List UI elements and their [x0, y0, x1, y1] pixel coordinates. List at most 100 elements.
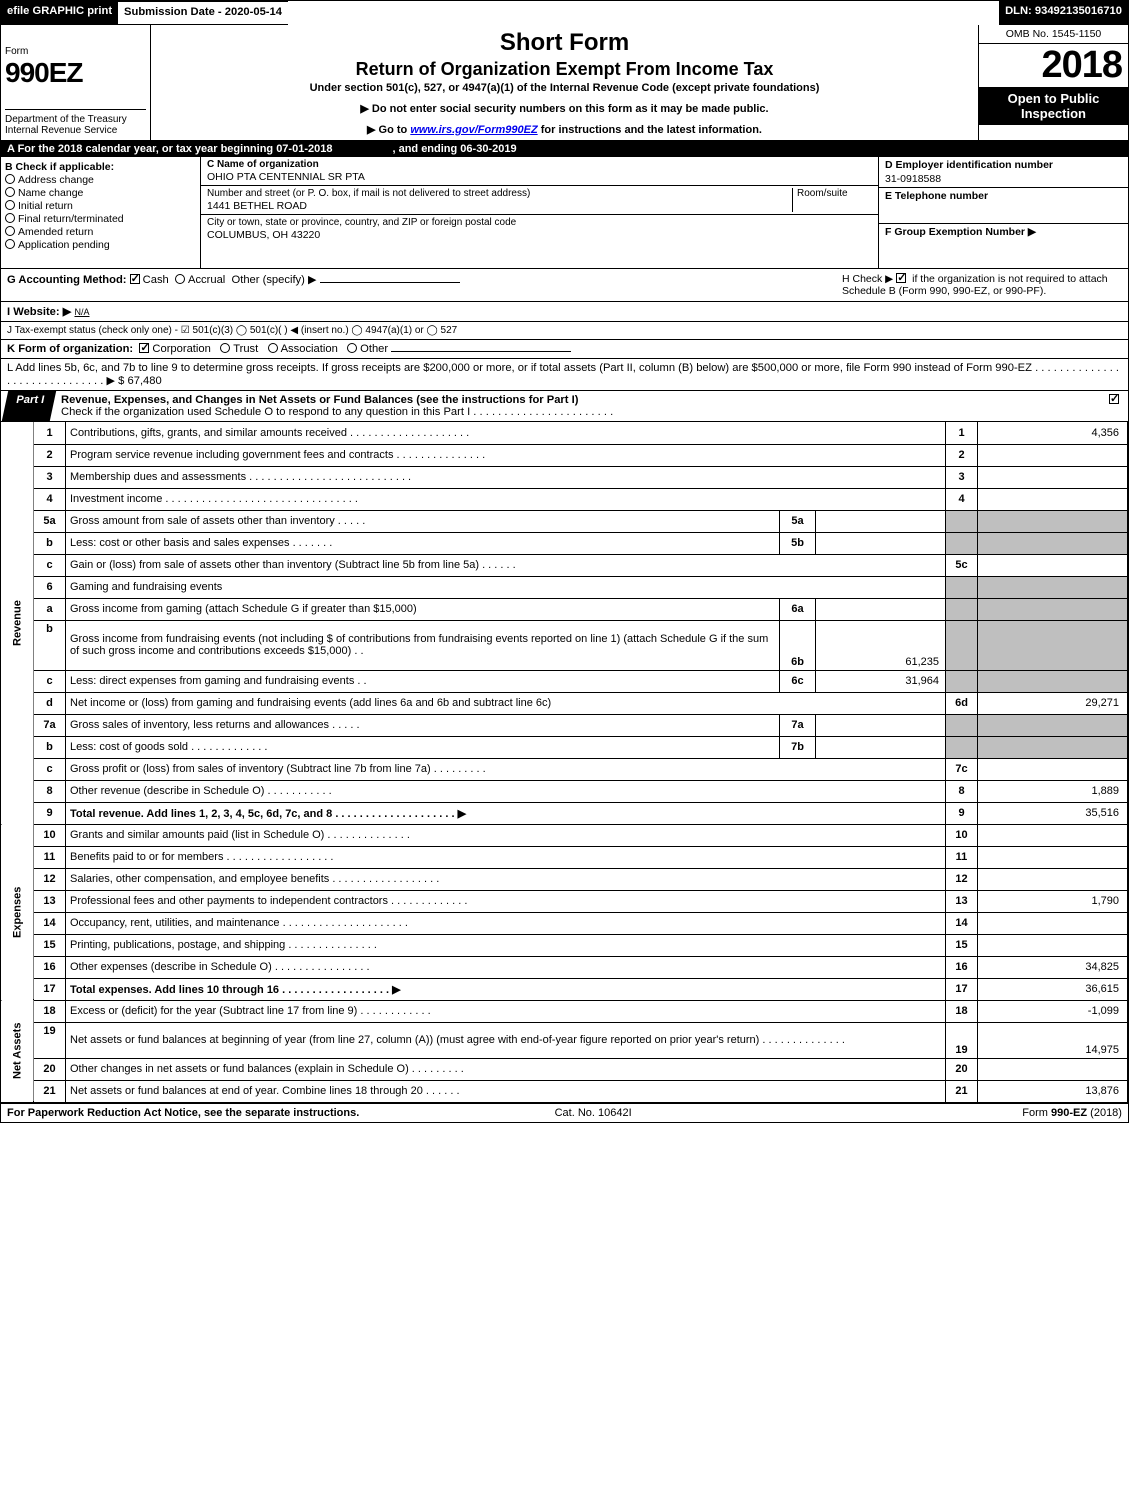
- irs-link[interactable]: www.irs.gov/Form990EZ: [410, 124, 537, 136]
- other-specify-line[interactable]: [320, 282, 460, 283]
- form-page: efile GRAPHIC print Submission Date - 20…: [0, 0, 1129, 1123]
- grey-cell: [978, 620, 1128, 670]
- line-desc: Net assets or fund balances at end of ye…: [66, 1080, 946, 1102]
- line-desc: Contributions, gifts, grants, and simila…: [66, 422, 946, 444]
- grey-cell: [946, 532, 978, 554]
- sub-val: [816, 510, 946, 532]
- line-num: 18: [34, 1000, 66, 1022]
- g-label: G Accounting Method:: [7, 274, 127, 286]
- line-amount: 36,615: [978, 978, 1128, 1000]
- line-desc: Gross income from gaming (attach Schedul…: [66, 598, 780, 620]
- chk-amended-return[interactable]: Amended return: [5, 226, 196, 238]
- sub-num: 7a: [780, 714, 816, 736]
- line-rn: 16: [946, 956, 978, 978]
- line-num: b: [34, 532, 66, 554]
- line-num: 20: [34, 1058, 66, 1080]
- line-rn: 21: [946, 1080, 978, 1102]
- line-rn: 15: [946, 934, 978, 956]
- row-k-form-org: K Form of organization: Corporation Trus…: [1, 340, 1128, 359]
- ein-value: 31-0918588: [885, 173, 1122, 185]
- sub-val: 31,964: [816, 670, 946, 692]
- line-num: 21: [34, 1080, 66, 1102]
- grey-cell: [978, 510, 1128, 532]
- line-num: 7a: [34, 714, 66, 736]
- note-link-post: for instructions and the latest informat…: [538, 124, 762, 136]
- chk-address-change[interactable]: Address change: [5, 174, 196, 186]
- section-revenue: Revenue: [1, 422, 34, 824]
- chk-schedule-b-not-required[interactable]: [896, 273, 906, 283]
- line-rn: 10: [946, 824, 978, 846]
- chk-name-change[interactable]: Name change: [5, 187, 196, 199]
- grey-cell: [978, 598, 1128, 620]
- sub-num: 5a: [780, 510, 816, 532]
- part-1-header: Part I Revenue, Expenses, and Changes in…: [1, 391, 1128, 422]
- line-num: 17: [34, 978, 66, 1000]
- open-inspection: Open to Public Inspection: [979, 87, 1128, 125]
- dln-label: DLN: 93492135016710: [999, 1, 1128, 25]
- line-desc: Net assets or fund balances at beginning…: [66, 1022, 946, 1058]
- line-amount: [978, 868, 1128, 890]
- line-rn: 14: [946, 912, 978, 934]
- sub-num: 6b: [780, 620, 816, 670]
- line-num: 4: [34, 488, 66, 510]
- chk-initial-return[interactable]: Initial return: [5, 200, 196, 212]
- line-desc: Less: cost or other basis and sales expe…: [66, 532, 780, 554]
- line-desc: Other expenses (describe in Schedule O) …: [66, 956, 946, 978]
- tax-year: 2018: [979, 44, 1128, 87]
- line-rn: 7c: [946, 758, 978, 780]
- line-num: 14: [34, 912, 66, 934]
- chk-cash[interactable]: [130, 274, 140, 284]
- line-num: 8: [34, 780, 66, 802]
- line-desc: Gaming and fundraising events: [66, 576, 946, 598]
- section-net-assets: Net Assets: [1, 1000, 34, 1102]
- line-amount: 34,825: [978, 956, 1128, 978]
- chk-accrual[interactable]: [175, 274, 185, 284]
- period-end: , and ending 06-30-2019: [392, 143, 516, 155]
- sub-num: 7b: [780, 736, 816, 758]
- line-num: c: [34, 758, 66, 780]
- line-num: 2: [34, 444, 66, 466]
- line-amount: [978, 554, 1128, 576]
- line-rn: 5c: [946, 554, 978, 576]
- efile-label: efile GRAPHIC print: [1, 1, 118, 25]
- i-label: I Website: ▶: [7, 306, 71, 318]
- chk-schedule-o[interactable]: [1109, 394, 1119, 404]
- chk-other-org[interactable]: [347, 343, 357, 353]
- tax-period-row: A For the 2018 calendar year, or tax yea…: [1, 141, 1128, 157]
- header-left: Form 990EZ Department of the Treasury In…: [1, 25, 151, 140]
- chk-trust[interactable]: [220, 343, 230, 353]
- line-desc: Gain or (loss) from sale of assets other…: [66, 554, 946, 576]
- line-amount: 4,356: [978, 422, 1128, 444]
- line-amount: 35,516: [978, 802, 1128, 824]
- chk-application-pending[interactable]: Application pending: [5, 239, 196, 251]
- line-amount: [978, 488, 1128, 510]
- k-label: K Form of organization:: [7, 343, 133, 355]
- city-label: City or town, state or province, country…: [207, 217, 872, 228]
- line-desc: Occupancy, rent, utilities, and maintena…: [66, 912, 946, 934]
- line-rn: 8: [946, 780, 978, 802]
- line-num: 11: [34, 846, 66, 868]
- other-org-line[interactable]: [391, 351, 571, 352]
- line-desc: Salaries, other compensation, and employ…: [66, 868, 946, 890]
- b-label: B Check if applicable:: [5, 161, 196, 173]
- footer-formref: Form 990-EZ (2018): [1022, 1107, 1122, 1119]
- form-header: Form 990EZ Department of the Treasury In…: [1, 25, 1128, 141]
- grey-cell: [978, 532, 1128, 554]
- chk-corporation[interactable]: [139, 343, 149, 353]
- chk-association[interactable]: [268, 343, 278, 353]
- line-num: c: [34, 554, 66, 576]
- city-value: COLUMBUS, OH 43220: [207, 229, 872, 241]
- line-rn: 1: [946, 422, 978, 444]
- line-desc: Investment income . . . . . . . . . . . …: [66, 488, 946, 510]
- sub-val: [816, 532, 946, 554]
- d-label: D Employer identification number: [885, 159, 1122, 171]
- grey-cell: [946, 510, 978, 532]
- chk-final-return[interactable]: Final return/terminated: [5, 213, 196, 225]
- line-desc: Professional fees and other payments to …: [66, 890, 946, 912]
- sub-val: [816, 714, 946, 736]
- line-num: b: [34, 736, 66, 758]
- part-title: Revenue, Expenses, and Changes in Net As…: [53, 391, 1103, 421]
- sub-val: [816, 598, 946, 620]
- sub-val: [816, 736, 946, 758]
- line-amount: [978, 934, 1128, 956]
